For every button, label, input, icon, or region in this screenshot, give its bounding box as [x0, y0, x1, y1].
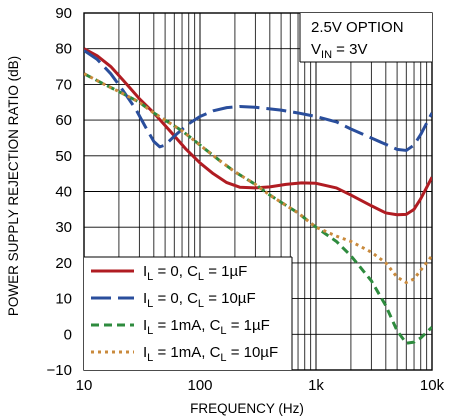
legend-entry-4: IL = 1mA, CL = 10µF	[143, 344, 278, 364]
annotation-background	[300, 13, 432, 62]
annotation-option: 2.5V OPTION	[311, 19, 404, 36]
legend-entry-3: IL = 1mA, CL = 1µF	[143, 317, 270, 337]
series-lines	[84, 47, 432, 345]
series-line-4	[84, 72, 432, 285]
y-tick-label: 20	[55, 255, 72, 272]
annotation-box: 2.5V OPTION VIN = 3V	[299, 13, 432, 63]
y-tick-label: 10	[55, 291, 72, 308]
x-axis-label: FREQUENCY (Hz)	[190, 401, 304, 416]
y-tick-label: 40	[55, 184, 72, 201]
tick-labels: −10 0 10 20 30 40 50 60 70 80 90 10 100 1k 10k	[47, 5, 445, 394]
legend-entry-1: IL = 0, CL = 1µF	[143, 263, 247, 283]
x-tick-label: 10k	[420, 377, 445, 394]
x-tick-label: 100	[187, 377, 212, 394]
y-tick-label: 0	[64, 326, 72, 343]
x-tick-label: 1k	[308, 377, 324, 394]
legend-background	[84, 257, 292, 370]
y-tick-label: −10	[47, 362, 72, 379]
y-tick-label: 80	[55, 41, 72, 58]
series-line-2	[84, 49, 432, 152]
y-tick-label: 30	[55, 219, 72, 236]
series-line-1	[84, 47, 432, 217]
y-axis-label: POWER SUPPLY REJECTION RATIO (dB)	[6, 56, 21, 316]
y-tick-label: 50	[55, 148, 72, 165]
y-tick-label: 70	[55, 76, 72, 93]
annotation-vin: VIN = 3V	[311, 41, 367, 61]
y-tick-label: 90	[55, 5, 72, 22]
y-tick-label: 60	[55, 112, 72, 129]
legend: IL = 0, CL = 1µF IL = 0, CL = 10µF IL = 1m…	[84, 256, 293, 370]
legend-entry-2: IL = 0, CL = 10µF	[143, 290, 256, 310]
x-tick-label: 10	[76, 377, 93, 394]
